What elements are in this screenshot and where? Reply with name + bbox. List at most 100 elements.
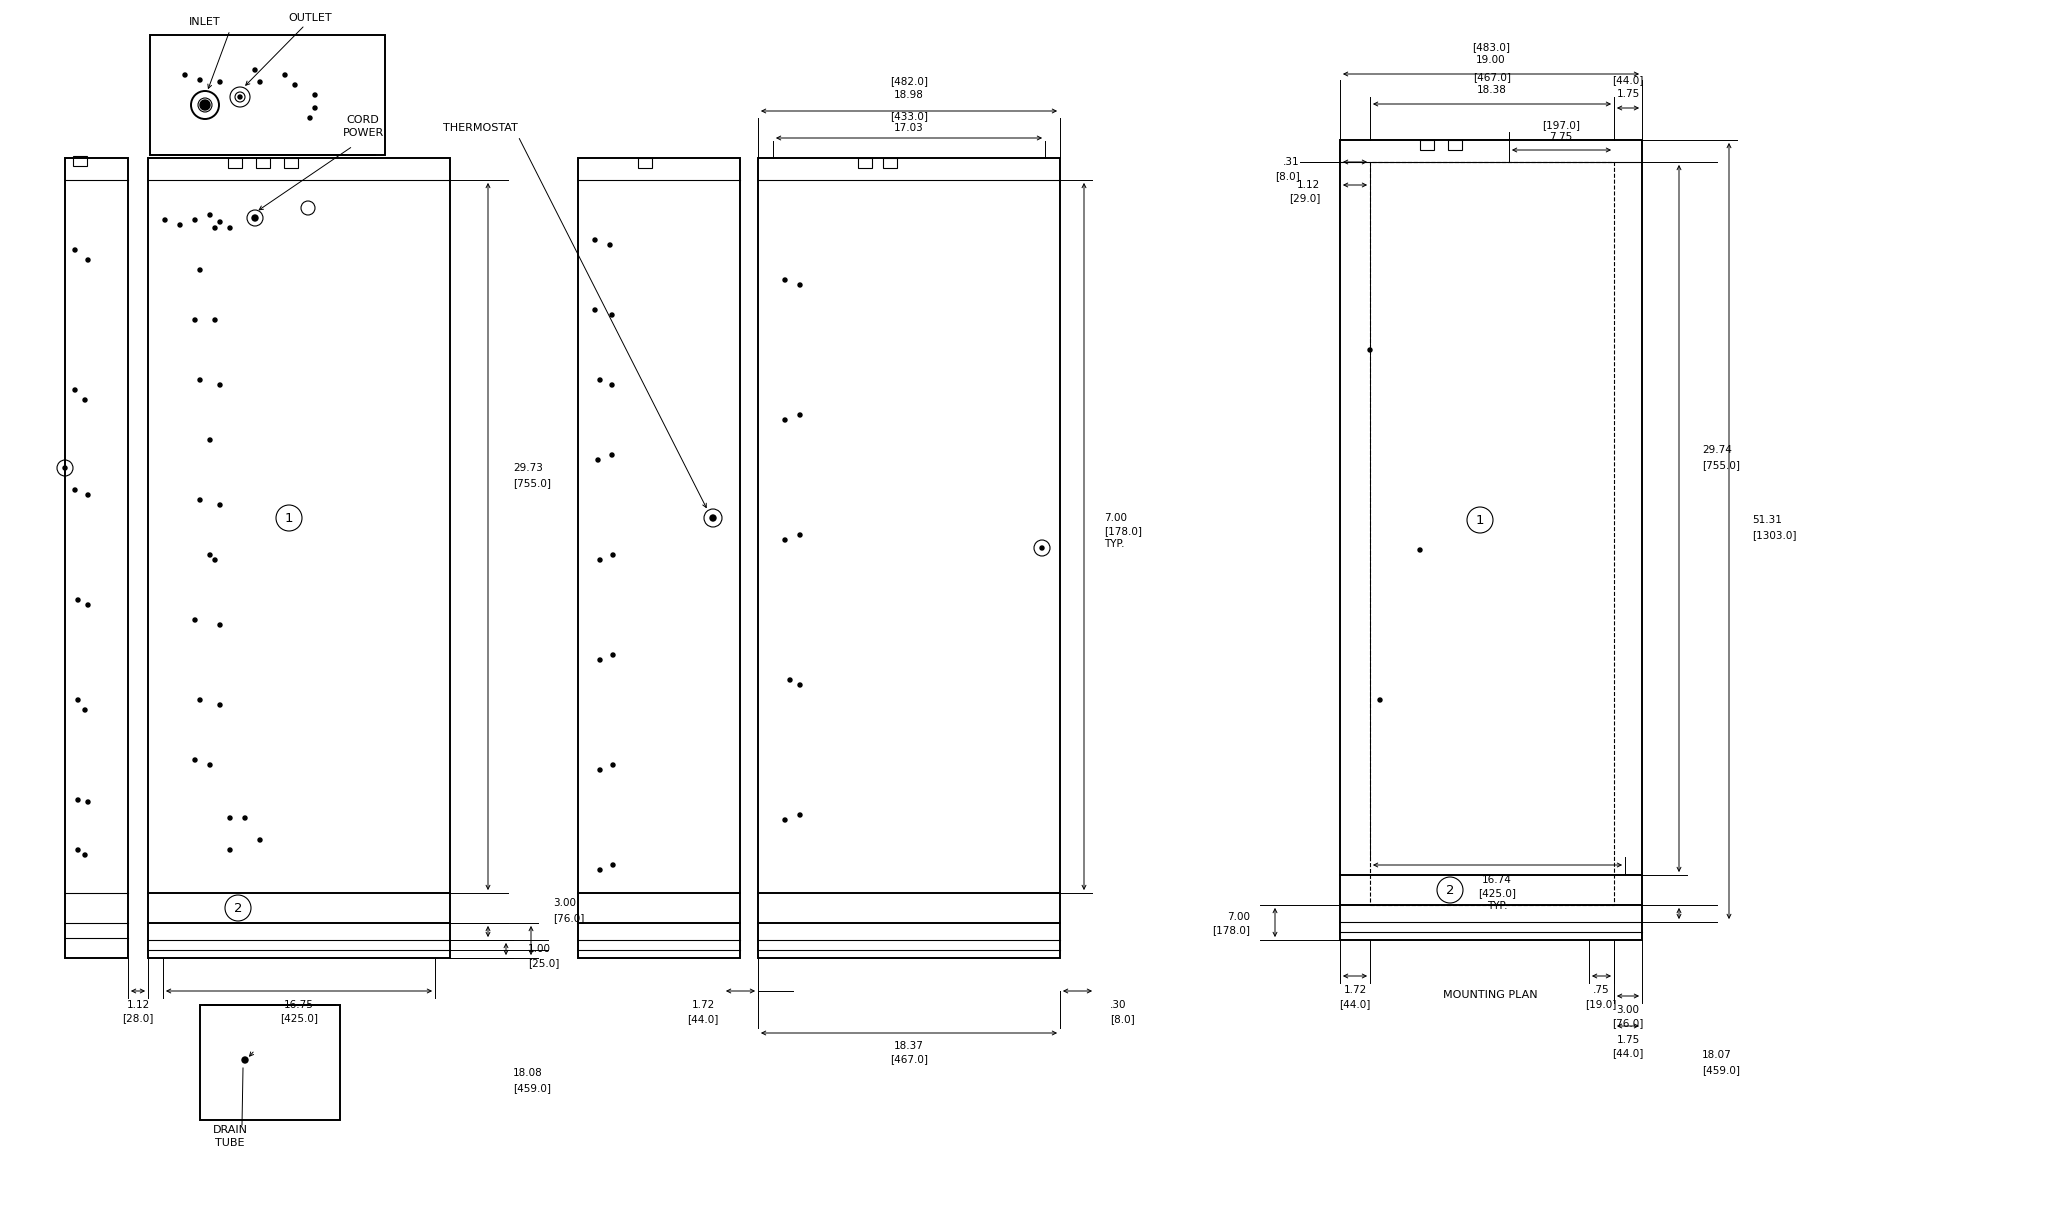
Circle shape (610, 453, 614, 457)
Circle shape (74, 388, 78, 392)
Text: [425.0]: [425.0] (1479, 887, 1516, 898)
Text: INLET: INLET (188, 17, 221, 27)
Text: [28.0]: [28.0] (123, 1013, 154, 1023)
Circle shape (610, 863, 614, 867)
Circle shape (213, 318, 217, 322)
Circle shape (1368, 348, 1372, 352)
Text: 1.12: 1.12 (1296, 180, 1321, 190)
Circle shape (193, 758, 197, 762)
Circle shape (227, 816, 231, 820)
Text: 7.00: 7.00 (1227, 912, 1249, 922)
Text: [755.0]: [755.0] (1702, 459, 1741, 470)
Bar (150, 35, 385, 155)
Bar (74, 156, 86, 166)
Circle shape (199, 378, 203, 382)
Circle shape (313, 106, 317, 110)
Circle shape (86, 258, 90, 262)
Circle shape (610, 553, 614, 557)
Circle shape (293, 83, 297, 87)
Circle shape (594, 308, 598, 312)
Text: [755.0]: [755.0] (512, 478, 551, 488)
Bar (758, 158, 1061, 958)
Circle shape (782, 538, 786, 542)
Circle shape (238, 96, 242, 99)
Text: 18.08: 18.08 (512, 1068, 543, 1078)
Text: CORD: CORD (346, 115, 379, 125)
Circle shape (782, 418, 786, 422)
Text: 7.75: 7.75 (1550, 132, 1573, 141)
Text: 17.03: 17.03 (895, 123, 924, 133)
Text: 29.73: 29.73 (512, 463, 543, 473)
Circle shape (596, 458, 600, 462)
Text: [76.0]: [76.0] (553, 913, 584, 922)
Text: 16.74: 16.74 (1483, 875, 1511, 885)
Circle shape (610, 653, 614, 656)
Text: 1.75: 1.75 (1616, 1035, 1640, 1045)
Circle shape (199, 698, 203, 702)
Text: 1: 1 (1477, 514, 1485, 526)
Circle shape (209, 763, 213, 767)
Bar (201, 1005, 340, 1120)
Circle shape (799, 283, 803, 287)
Circle shape (313, 93, 317, 97)
Bar (66, 158, 127, 958)
Bar (578, 158, 739, 958)
Circle shape (598, 559, 602, 562)
Circle shape (164, 218, 168, 222)
Text: [467.0]: [467.0] (1473, 73, 1511, 82)
Text: 1.72: 1.72 (1343, 985, 1366, 995)
Circle shape (86, 603, 90, 607)
Text: [197.0]: [197.0] (1542, 120, 1579, 131)
Text: [483.0]: [483.0] (1473, 42, 1509, 52)
Text: .75: .75 (1593, 985, 1610, 995)
Text: [459.0]: [459.0] (1702, 1065, 1741, 1075)
Circle shape (242, 1057, 248, 1063)
Circle shape (283, 73, 287, 77)
Circle shape (199, 268, 203, 272)
Circle shape (799, 812, 803, 817)
Circle shape (76, 598, 80, 602)
Circle shape (217, 383, 221, 387)
Text: TYP.: TYP. (1104, 539, 1124, 549)
Circle shape (610, 763, 614, 767)
Text: [178.0]: [178.0] (1212, 925, 1249, 935)
Circle shape (209, 553, 213, 557)
Circle shape (610, 383, 614, 387)
Circle shape (86, 493, 90, 497)
Text: [44.0]: [44.0] (1612, 75, 1645, 85)
Text: 3.00: 3.00 (1616, 1005, 1640, 1016)
Text: 7.00: 7.00 (1104, 513, 1126, 523)
Text: [482.0]: [482.0] (891, 76, 928, 86)
Circle shape (199, 498, 203, 502)
Text: 19.00: 19.00 (1477, 54, 1505, 65)
Circle shape (244, 816, 248, 820)
Text: [8.0]: [8.0] (1276, 170, 1300, 181)
Circle shape (258, 80, 262, 83)
Text: [178.0]: [178.0] (1104, 526, 1143, 536)
Circle shape (213, 226, 217, 230)
Text: 3.00: 3.00 (553, 898, 575, 908)
Circle shape (799, 683, 803, 687)
Circle shape (209, 213, 213, 216)
Text: [459.0]: [459.0] (512, 1083, 551, 1093)
Text: 2: 2 (233, 902, 242, 914)
Text: [1303.0]: [1303.0] (1751, 530, 1796, 540)
Circle shape (217, 80, 221, 83)
Circle shape (193, 618, 197, 621)
Bar (1370, 162, 1614, 906)
Circle shape (594, 238, 598, 242)
Circle shape (1040, 546, 1044, 550)
Text: 29.74: 29.74 (1702, 445, 1733, 455)
Bar (285, 158, 299, 168)
Circle shape (598, 378, 602, 382)
Text: 18.98: 18.98 (895, 89, 924, 100)
Text: [433.0]: [433.0] (891, 111, 928, 121)
Text: 18.07: 18.07 (1702, 1049, 1733, 1060)
Circle shape (76, 698, 80, 702)
Text: [425.0]: [425.0] (281, 1013, 317, 1023)
Circle shape (182, 73, 186, 77)
Text: DRAIN: DRAIN (213, 1126, 248, 1135)
Circle shape (74, 488, 78, 492)
Circle shape (1417, 548, 1421, 553)
Circle shape (63, 465, 68, 470)
